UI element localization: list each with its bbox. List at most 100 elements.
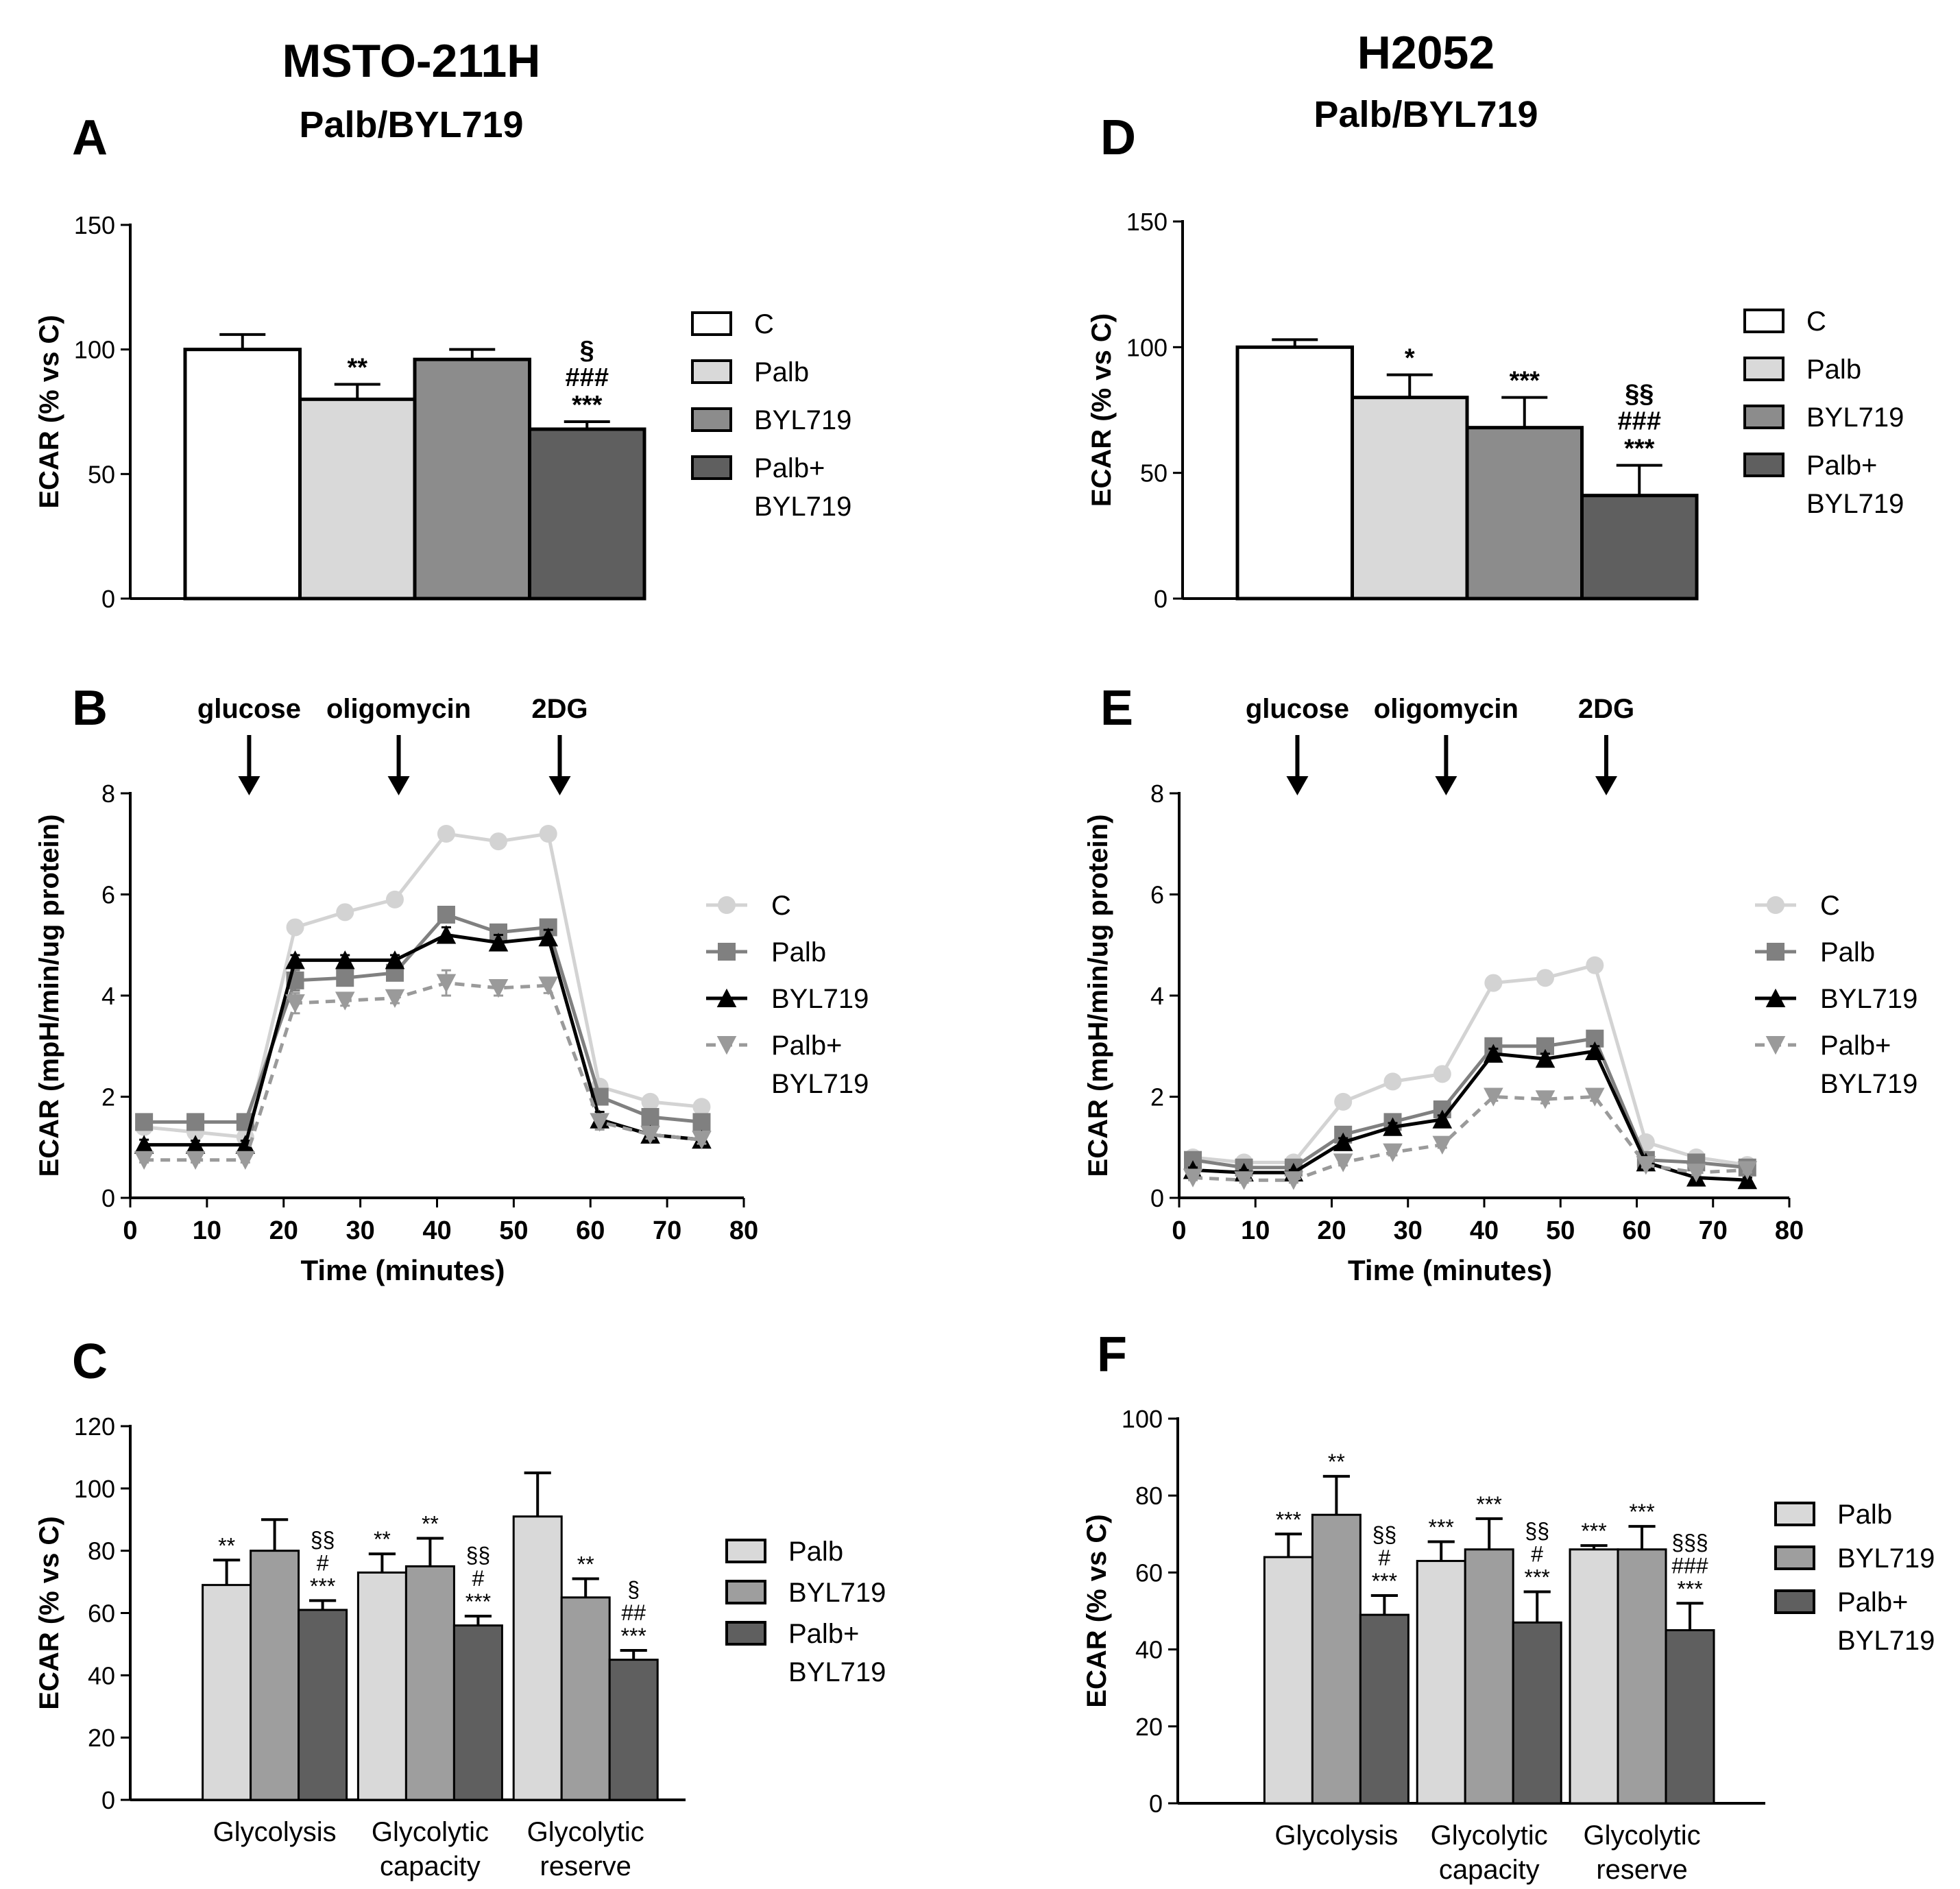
data-point	[1765, 988, 1786, 1007]
x-tick-label: 60	[1622, 1216, 1651, 1245]
data-point	[1535, 1048, 1556, 1068]
panel-b: B 0 2 4 6 8 ECAR (mpH/min/ug protein) 0 10 20 30 40…	[34, 681, 869, 1286]
group-label: Glycolytic	[372, 1817, 489, 1847]
significance-label: *	[1405, 344, 1415, 373]
data-point	[1432, 1109, 1453, 1129]
y-tick-label: 50	[1140, 459, 1167, 488]
data-point	[286, 918, 304, 937]
data-point	[1383, 1143, 1403, 1162]
bar	[1512, 1621, 1562, 1805]
data-point	[186, 1113, 205, 1131]
data-point	[1484, 1044, 1503, 1063]
group-label: Glycolysis	[1274, 1820, 1398, 1851]
injection-arrow-head	[1435, 776, 1457, 795]
y-tick-label: 100	[1122, 1405, 1163, 1433]
series-line	[1192, 963, 1748, 1167]
significance-label: ***	[1581, 1519, 1606, 1543]
group-label: reserve	[1596, 1855, 1687, 1885]
bar	[1263, 1556, 1314, 1805]
significance-label: ##	[621, 1600, 646, 1625]
data-point	[385, 890, 404, 909]
y-tick-label: 100	[1126, 333, 1167, 361]
data-point	[718, 943, 736, 961]
data-point	[135, 1113, 154, 1131]
data-point	[437, 906, 455, 924]
bar	[1359, 1613, 1409, 1805]
data-point	[489, 832, 507, 851]
panel-e: E 0 2 4 6 8 ECAR (mpH/min/ug protein) 0 10 20 30 40…	[1083, 681, 1917, 1286]
legend-label: Palb	[1806, 354, 1861, 385]
significance-label: **	[218, 1533, 235, 1558]
column-title-h2052: H2052	[1357, 27, 1495, 79]
series-line	[144, 933, 702, 1147]
legend-swatch	[691, 407, 732, 432]
significance-label: **	[577, 1552, 594, 1577]
legend-swatch	[725, 1539, 766, 1563]
x-tick-label: 70	[1699, 1216, 1728, 1245]
data-point	[1737, 1161, 1758, 1180]
significance-label: ***	[1276, 1507, 1301, 1532]
significance-label: ***	[1429, 1515, 1454, 1540]
data-point	[285, 950, 305, 970]
x-tick-label: 0	[123, 1216, 137, 1245]
y-tick-label: 100	[74, 1475, 115, 1503]
y-tick-label: 0	[101, 1786, 115, 1814]
x-tick-label: 50	[499, 1216, 528, 1245]
y-tick-label: 0	[1154, 585, 1167, 613]
series-line	[144, 981, 702, 1162]
panel-letter: C	[72, 1334, 108, 1389]
significance-label: ***	[310, 1574, 335, 1598]
data-point	[1383, 1117, 1403, 1136]
group-label: Glycolytic	[1431, 1820, 1548, 1851]
significance-label: §§	[466, 1543, 491, 1567]
data-point	[716, 988, 737, 1007]
y-tick-label: 20	[88, 1724, 115, 1752]
significance-label: ***	[1624, 435, 1655, 464]
significance-label: ***	[1525, 1565, 1550, 1589]
significance-label: ***	[465, 1589, 491, 1614]
bar	[413, 357, 531, 601]
significance-label: ***	[1629, 1500, 1654, 1524]
y-tick-label: 40	[88, 1661, 115, 1689]
data-point	[1432, 1135, 1453, 1155]
significance-label: ***	[1372, 1569, 1397, 1593]
y-tick-label: 2	[1150, 1083, 1164, 1111]
data-point	[488, 933, 509, 952]
significance-label: §§	[1372, 1522, 1397, 1547]
panel-letter: F	[1097, 1327, 1127, 1382]
column-subtitle-msto: Palb/BYL719	[299, 104, 523, 145]
injection-label: glucose	[197, 694, 301, 724]
data-point	[1484, 1087, 1503, 1107]
legend-swatch	[1743, 453, 1784, 477]
legend-label: BYL719	[1837, 1543, 1935, 1574]
y-tick-label: 8	[1150, 780, 1164, 808]
y-tick-label: 0	[101, 585, 115, 613]
bar	[512, 1515, 563, 1801]
data-point	[1183, 1168, 1203, 1188]
x-tick-label: 30	[346, 1216, 374, 1245]
bar	[1665, 1629, 1715, 1805]
legend-label: Palb+	[771, 1031, 842, 1061]
data-point	[538, 927, 559, 947]
data-point	[590, 1113, 609, 1132]
x-axis-title: Time (minutes)	[301, 1254, 505, 1286]
injection-label: glucose	[1246, 694, 1349, 724]
y-tick-label: 8	[101, 780, 115, 808]
significance-label: ###	[1618, 407, 1661, 436]
legend-label: Palb	[1837, 1500, 1892, 1530]
data-point	[235, 1135, 256, 1154]
data-point	[1283, 1171, 1304, 1190]
legend-label: BYL719	[754, 492, 851, 522]
significance-label: **	[347, 354, 367, 383]
data-point	[1484, 974, 1503, 992]
y-tick-label: 2	[101, 1083, 115, 1111]
legend-label: BYL719	[788, 1657, 886, 1687]
legend-label: BYL719	[1837, 1626, 1935, 1656]
data-point	[235, 1151, 256, 1170]
group-label: Glycolytic	[527, 1817, 644, 1847]
legend-swatch	[691, 455, 732, 480]
legend-label: Palb+	[1820, 1031, 1891, 1061]
data-point	[692, 1113, 711, 1131]
y-axis-title: ECAR (mpH/min/ug protein)	[34, 815, 64, 1177]
